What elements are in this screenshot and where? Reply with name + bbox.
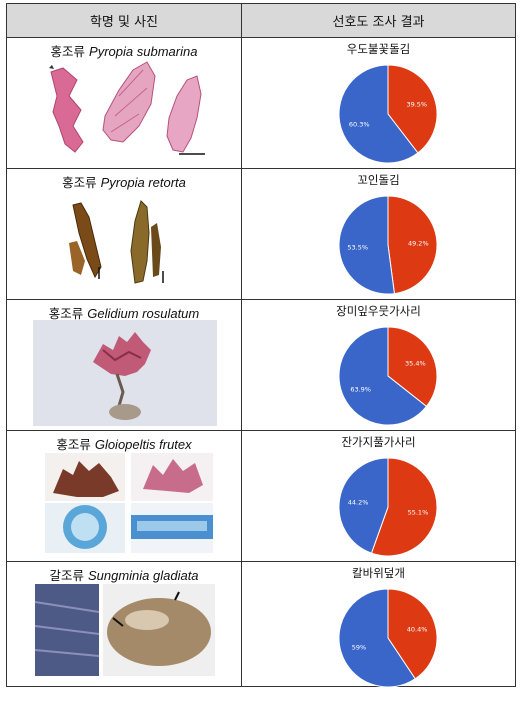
pie-slice-label: 63.9% (350, 386, 371, 394)
species-caption: 홍조류 Gelidium rosulatum (7, 303, 241, 322)
species-caption: 홍조류 Pyropia submarina (7, 41, 241, 60)
specimen-photo (34, 584, 215, 676)
header-row: 학명 및 사진 선호도 조사 결과 (6, 3, 516, 38)
korean-name: 잔가지풀가사리 (341, 435, 416, 449)
species-caption: 홍조류 Pyropia retorta (7, 172, 241, 191)
result-cell: 잔가지풀가사리 55.1% 44.2% (241, 430, 516, 562)
result-cell: 칼바위덮개 40.4% 59% (241, 561, 516, 688)
seaweed-table: 학명 및 사진 선호도 조사 결과 홍조류 Pyropia submarina … (6, 3, 516, 688)
korean-name: 장미잎우뭇가사리 (336, 304, 421, 318)
pie-slice-label: 55.1% (408, 509, 429, 517)
species-cell: 홍조류 Pyropia submarina (6, 37, 242, 169)
pie-slice (338, 588, 416, 688)
header-preference-result: 선호도 조사 결과 (241, 3, 516, 38)
species-cell: 홍조류 Gloiopeltis frutex (6, 430, 242, 562)
korean-name: 꼬인돌김 (357, 173, 400, 187)
pie-slice-label: 59% (352, 643, 366, 651)
species-caption: 갈조류 Sungminia gladiata (7, 565, 241, 584)
pie-slice-label: 53.5% (347, 244, 368, 252)
species-cell: 홍조류 Gelidium rosulatum (6, 299, 242, 431)
preference-pie-chart: 35.4% 63.9% (338, 326, 438, 426)
specimen-photo (49, 61, 205, 155)
pie-slice (338, 64, 419, 164)
pie-slice-label: 35.4% (405, 359, 426, 367)
pie-slice (338, 457, 389, 554)
group-label: 홍조류 (50, 44, 86, 59)
pie-slice-label: 39.5% (406, 101, 427, 109)
scientific-name: Sungminia gladiata (87, 568, 199, 583)
result-cell: 꼬인돌김 49.2% 53.5% (241, 168, 516, 300)
pie-slice (387, 64, 438, 154)
scientific-name: Pyropia submarina (89, 44, 198, 59)
scientific-name: Gloiopeltis frutex (94, 437, 192, 452)
result-cell: 장미잎우뭇가사리 35.4% 63.9% (241, 299, 516, 431)
group-label: 홍조류 (56, 437, 91, 452)
group-label: 갈조류 (49, 568, 84, 583)
group-label: 홍조류 (48, 306, 84, 321)
pie-slice-label: 60.3% (349, 120, 370, 128)
species-cell: 홍조류 Pyropia retorta (6, 168, 242, 300)
pie-slice (387, 326, 438, 408)
pie-slice-label: 40.4% (407, 626, 428, 634)
header-name-photo: 학명 및 사진 (6, 3, 242, 38)
pie-slice-label: 44.2% (348, 498, 369, 506)
table-row: 갈조류 Sungminia gladiata 칼바위덮개 40.4% 59% (6, 561, 516, 688)
result-cell: 우도불꽃돌김 39.5% 60.3% (241, 37, 516, 169)
preference-pie-chart: 49.2% 53.5% (338, 195, 438, 295)
pie-slice-label: 49.2% (408, 240, 429, 248)
pie-slice (338, 326, 428, 426)
table-row: 홍조류 Gloiopeltis frutex 잔가지풀가사리 55.1% 44.2… (6, 430, 516, 562)
pie-slice (370, 457, 438, 557)
pie-slice (338, 195, 395, 295)
group-label: 홍조류 (62, 175, 97, 190)
pie-slice (387, 195, 438, 295)
scientific-name: Pyropia retorta (100, 175, 186, 190)
korean-name: 우도불꽃돌김 (346, 42, 411, 56)
table-row: 홍조류 Gelidium rosulatum 장미잎우뭇가사리 35.4% 63.… (6, 299, 516, 431)
specimen-photo (69, 200, 164, 284)
table-row: 홍조류 Pyropia submarina 우도불꽃돌김 39.5% 60.3% (6, 37, 516, 169)
specimen-photo (33, 320, 217, 426)
species-cell: 갈조류 Sungminia gladiata (6, 561, 242, 687)
preference-pie-chart: 39.5% 60.3% (338, 64, 438, 164)
preference-pie-chart: 40.4% 59% (338, 588, 438, 688)
specimen-photo (45, 453, 213, 553)
preference-pie-chart: 55.1% 44.2% (338, 457, 438, 557)
scientific-name: Gelidium rosulatum (87, 306, 200, 321)
species-caption: 홍조류 Gloiopeltis frutex (7, 434, 241, 453)
table-row: 홍조류 Pyropia retorta 꼬인돌김 49.2% 53.5% (6, 168, 516, 300)
korean-name: 칼바위덮개 (352, 566, 405, 580)
